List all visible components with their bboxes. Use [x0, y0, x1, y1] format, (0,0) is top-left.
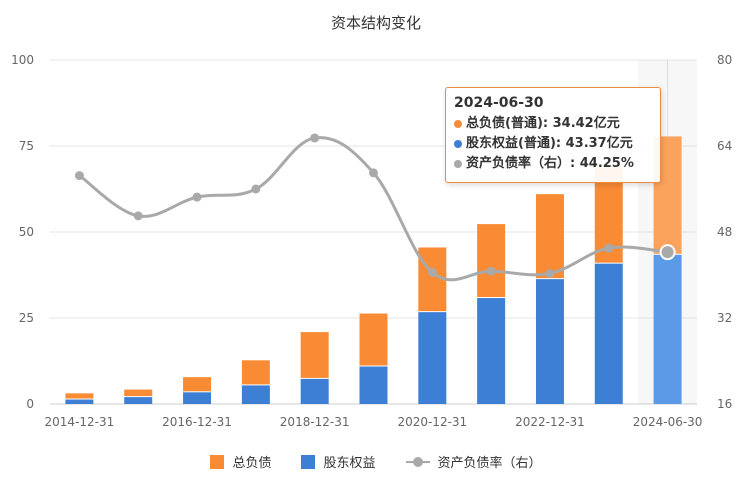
line-layer — [74, 133, 676, 282]
bar-liability — [300, 332, 329, 378]
chart-tooltip: 2024-06-30 总负债(普通): 34.42亿元 股东权益(普通): 43… — [445, 87, 661, 183]
x-tick-label: 2022-12-31 — [515, 415, 585, 429]
tooltip-dot-equity — [454, 140, 462, 148]
bar-equity — [241, 385, 270, 404]
legend-item-ratio[interactable]: 资产负债率（右） — [405, 452, 542, 471]
ratio-point — [604, 243, 614, 253]
x-tick-label: 2016-12-31 — [162, 415, 232, 429]
tooltip-text-equity: 股东权益(普通): 43.37亿元 — [466, 136, 633, 151]
bar-liability — [359, 313, 388, 366]
legend-label-liability: 总负债 — [232, 456, 272, 471]
ratio-point — [133, 211, 143, 221]
bar-equity — [653, 254, 682, 404]
chart-title: 资本结构变化 — [330, 14, 421, 32]
axis-layer: 0 25 50 75 100 16 32 48 64 80 2014-12-31 2016-12-31… — [11, 53, 732, 429]
tooltip-text-ratio: 资产负债率（右）: 44.25% — [466, 156, 634, 171]
ratio-point — [74, 171, 84, 181]
y-right-tick-label: 32 — [717, 311, 732, 325]
bar-liability — [65, 393, 94, 399]
x-tick-label: 2014-12-31 — [45, 415, 115, 429]
bar-equity — [124, 397, 153, 404]
ratio-point — [192, 192, 202, 202]
tooltip-row-ratio: 资产负债率（右）: 44.25% — [454, 154, 652, 174]
y-left-tick-label: 25 — [19, 311, 34, 325]
legend-swatch-ratio — [405, 455, 430, 469]
y-left-tick-label: 75 — [19, 139, 34, 153]
bar-equity — [300, 378, 329, 404]
y-left-tick-label: 0 — [26, 397, 34, 411]
bar-layer — [65, 136, 682, 404]
y-right-tick-label: 48 — [717, 225, 732, 239]
chart-legend: 总负债 股东权益 资产负债率（右） — [0, 452, 752, 471]
x-tick-label: 2018-12-31 — [280, 415, 350, 429]
legend-swatch-liability — [210, 454, 225, 469]
bar-equity — [418, 312, 447, 404]
bar-equity — [183, 392, 212, 404]
bar-liability — [183, 377, 212, 392]
legend-label-ratio: 资产负债率（右） — [437, 456, 542, 471]
legend-label-equity: 股东权益 — [323, 456, 376, 471]
ratio-point — [545, 268, 555, 278]
tooltip-row-liability: 总负债(普通): 34.42亿元 — [454, 114, 652, 134]
y-right-tick-label: 64 — [717, 139, 732, 153]
bar-liability — [241, 360, 270, 385]
legend-item-equity[interactable]: 股东权益 — [301, 452, 376, 471]
bar-equity — [359, 366, 388, 404]
tooltip-dot-liability — [454, 120, 462, 128]
y-right-tick-label: 80 — [717, 53, 732, 67]
y-left-tick-label: 100 — [11, 53, 34, 67]
tooltip-text-liability: 总负债(普通): 34.42亿元 — [466, 116, 620, 131]
bar-equity — [594, 263, 623, 404]
tooltip-dot-ratio — [454, 160, 462, 168]
y-right-tick-label: 16 — [717, 397, 732, 411]
bar-equity — [65, 399, 94, 404]
ratio-point — [251, 184, 261, 194]
x-tick-label: 2024-06-30 — [633, 415, 703, 429]
bar-equity — [477, 298, 506, 404]
y-left-tick-label: 50 — [19, 225, 34, 239]
ratio-point-highlight — [659, 244, 676, 261]
legend-item-liability[interactable]: 总负债 — [210, 452, 271, 471]
tooltip-row-equity: 股东权益(普通): 43.37亿元 — [454, 134, 652, 154]
legend-swatch-equity — [301, 454, 316, 469]
tooltip-date: 2024-06-30 — [454, 95, 544, 111]
x-tick-label: 2020-12-31 — [397, 415, 467, 429]
bar-liability — [124, 389, 153, 397]
bar-equity — [535, 279, 564, 404]
bar-liability — [477, 224, 506, 298]
ratio-point — [310, 133, 320, 143]
ratio-point — [486, 266, 496, 276]
bar-liability — [535, 194, 564, 279]
ratio-point — [369, 168, 378, 178]
ratio-point — [427, 267, 437, 277]
